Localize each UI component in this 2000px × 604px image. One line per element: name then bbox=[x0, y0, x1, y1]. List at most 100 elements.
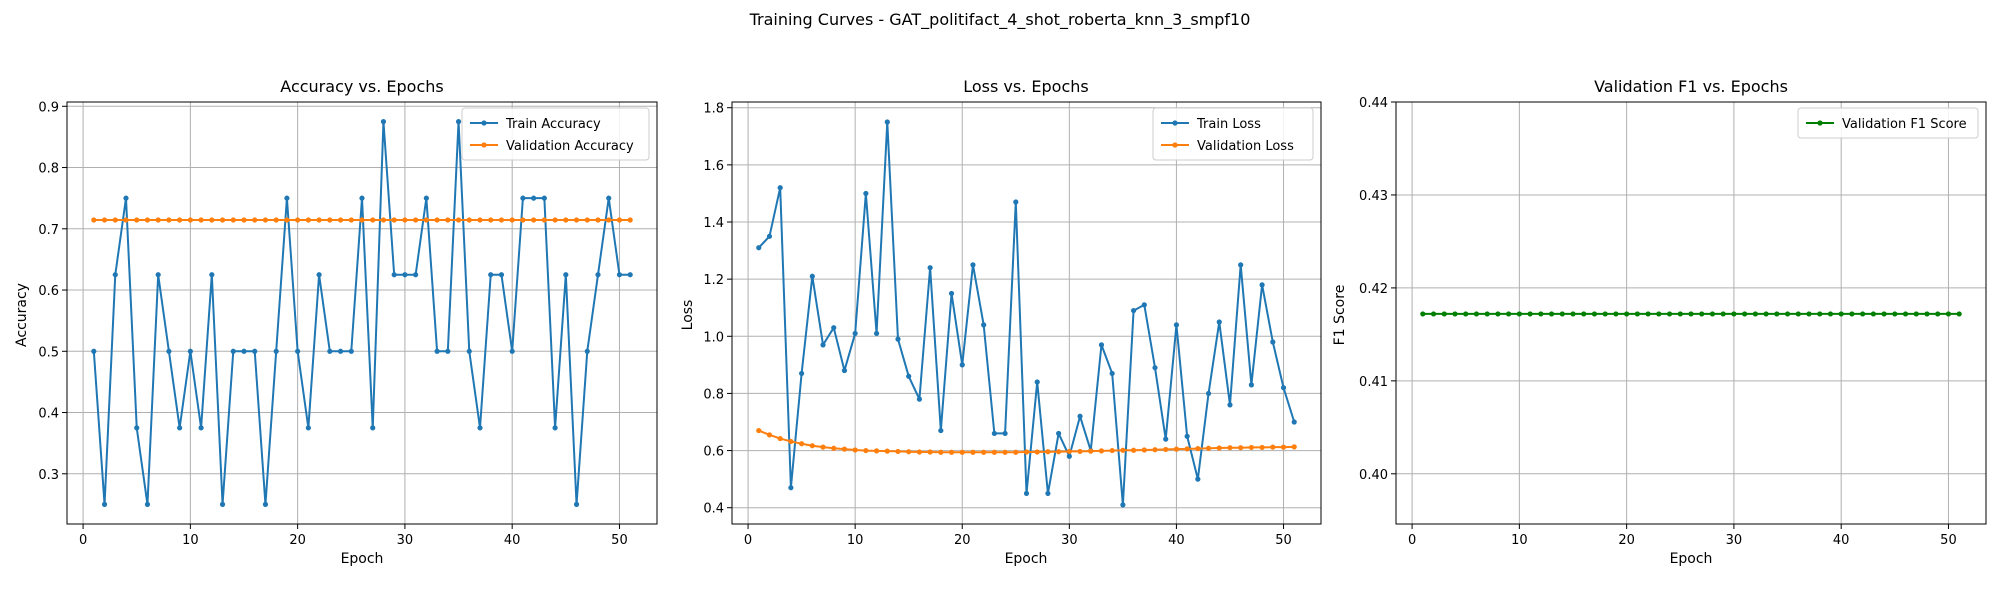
loss-series-0-point bbox=[777, 185, 783, 191]
accuracy-series-1-point bbox=[327, 217, 333, 223]
accuracy-series-1-point bbox=[520, 217, 526, 223]
loss-series-1-point bbox=[948, 449, 955, 455]
f1-series-0-point bbox=[1688, 311, 1694, 317]
accuracy-series-0-point bbox=[348, 348, 354, 354]
accuracy-series-0-point bbox=[573, 501, 580, 508]
loss-series-0-point bbox=[1270, 339, 1276, 345]
f1-series-0-point bbox=[1795, 311, 1801, 317]
f1-xtick-label: 40 bbox=[1833, 533, 1850, 548]
loss-series-1-point bbox=[1130, 447, 1137, 453]
accuracy-series-1-point bbox=[187, 217, 193, 223]
accuracy-series-0-point bbox=[198, 425, 204, 431]
loss-xtick-label: 50 bbox=[1275, 533, 1292, 548]
loss-series-1-point bbox=[756, 427, 762, 434]
loss-series-1-point bbox=[841, 446, 848, 452]
f1-series-0-point bbox=[1720, 311, 1726, 317]
f1-series-0-point bbox=[1656, 311, 1662, 317]
accuracy-series-1-point bbox=[541, 217, 547, 223]
accuracy-xtick-label: 50 bbox=[611, 533, 628, 548]
accuracy-series-1-point bbox=[273, 217, 279, 223]
f1-series-0-point bbox=[1420, 311, 1426, 317]
accuracy-series-0-point bbox=[327, 348, 333, 354]
accuracy-series-0-point bbox=[488, 272, 494, 278]
loss-series-0-point bbox=[766, 233, 773, 239]
accuracy-ytick-label: 0.3 bbox=[38, 468, 59, 483]
f1-series-0-point bbox=[1463, 311, 1469, 317]
f1-series-0-point bbox=[1731, 311, 1737, 317]
accuracy-ytick-label: 0.6 bbox=[38, 284, 59, 299]
loss-series-1-point bbox=[1280, 444, 1287, 450]
f1-series-0-point bbox=[1784, 311, 1791, 317]
loss-chart: Loss vs. Epochs Epoch Loss 0 10 20 30 40 50 0.… bbox=[680, 77, 1322, 567]
accuracy-series-0-point bbox=[380, 118, 387, 125]
f1-chart-title: Validation F1 vs. Epochs bbox=[1594, 77, 1788, 96]
loss-series-1-point bbox=[959, 449, 965, 455]
loss-series-0-point bbox=[1173, 322, 1180, 328]
accuracy-series-0-point bbox=[552, 425, 558, 431]
accuracy-series-1-point bbox=[445, 217, 451, 223]
f1-legend-box bbox=[1797, 107, 1979, 139]
loss-series-0-point bbox=[831, 325, 837, 331]
loss-series-0-point bbox=[756, 245, 762, 251]
loss-series-1-point bbox=[1045, 449, 1051, 455]
loss-series-0-point bbox=[1120, 502, 1126, 508]
accuracy-chart-ylabel: Accuracy bbox=[14, 283, 30, 347]
accuracy-legend-label: Train Accuracy bbox=[505, 117, 601, 132]
loss-legend-swatch-point bbox=[1172, 142, 1178, 148]
accuracy-xtick-label: 20 bbox=[289, 533, 306, 548]
accuracy-series-1-point bbox=[616, 217, 623, 223]
accuracy-series-0-point bbox=[112, 272, 118, 278]
loss-series-1-point bbox=[1227, 445, 1233, 451]
f1-series-0-point bbox=[1548, 311, 1555, 317]
f1-series-0-point bbox=[1827, 311, 1834, 317]
f1-series-0-point bbox=[1441, 311, 1447, 317]
f1-chart-ylabel: F1 Score bbox=[1332, 285, 1348, 346]
loss-series-1-point bbox=[1173, 446, 1180, 452]
loss-series-1-point bbox=[1163, 446, 1169, 453]
accuracy-series-1-point bbox=[295, 217, 301, 223]
loss-series-1-point bbox=[1248, 444, 1254, 451]
accuracy-series-0-point bbox=[91, 348, 97, 354]
loss-series-1-point bbox=[1184, 446, 1190, 452]
loss-series-0-point bbox=[1227, 402, 1233, 408]
accuracy-series-1-point bbox=[262, 217, 269, 223]
loss-series-0-point bbox=[1141, 302, 1147, 308]
loss-series-0-point bbox=[1280, 385, 1287, 391]
loss-series-0-point bbox=[938, 427, 944, 434]
f1-series-0-point bbox=[1870, 311, 1876, 317]
accuracy-series-0-point bbox=[445, 348, 451, 354]
loss-series-0-point bbox=[788, 485, 794, 491]
loss-series-0-point bbox=[927, 265, 933, 271]
loss-series-0-point bbox=[991, 430, 997, 437]
accuracy-chart: Accuracy vs. Epochs Epoch Accuracy 0 10 20… bbox=[14, 77, 658, 567]
accuracy-series-0-point bbox=[466, 348, 472, 354]
accuracy-series-0-point bbox=[337, 348, 344, 354]
f1-series-0-point bbox=[1742, 311, 1748, 317]
loss-series-1-point bbox=[1034, 449, 1040, 455]
loss-series-1-point bbox=[884, 448, 890, 454]
loss-ytick-label: 1.6 bbox=[703, 159, 724, 174]
accuracy-series-1-point bbox=[219, 217, 226, 223]
loss-series-0-point bbox=[1195, 476, 1201, 482]
accuracy-ytick-label: 0.5 bbox=[38, 345, 59, 360]
loss-series-0-point bbox=[1205, 390, 1212, 397]
loss-series-1-point bbox=[1216, 445, 1222, 451]
loss-series-1-point bbox=[1088, 448, 1094, 454]
accuracy-series-1-point bbox=[380, 217, 387, 223]
loss-series-0-point bbox=[1013, 199, 1019, 205]
f1-series-0-point bbox=[1570, 311, 1576, 317]
f1-series-0-point bbox=[1634, 311, 1640, 317]
accuracy-series-1-point bbox=[155, 217, 161, 223]
accuracy-series-1-point bbox=[402, 217, 408, 223]
loss-ytick-label: 1.8 bbox=[703, 102, 724, 117]
accuracy-series-0-point bbox=[423, 195, 429, 201]
accuracy-series-1-point bbox=[348, 217, 354, 223]
loss-series-1-point bbox=[1259, 444, 1265, 451]
loss-series-1-point bbox=[1002, 449, 1008, 455]
loss-series-1-point bbox=[799, 441, 805, 447]
loss-xtick-label: 10 bbox=[847, 533, 864, 548]
loss-series-1-point bbox=[1120, 447, 1126, 453]
loss-series-1-point bbox=[991, 449, 997, 455]
loss-series-1-point bbox=[766, 432, 773, 438]
